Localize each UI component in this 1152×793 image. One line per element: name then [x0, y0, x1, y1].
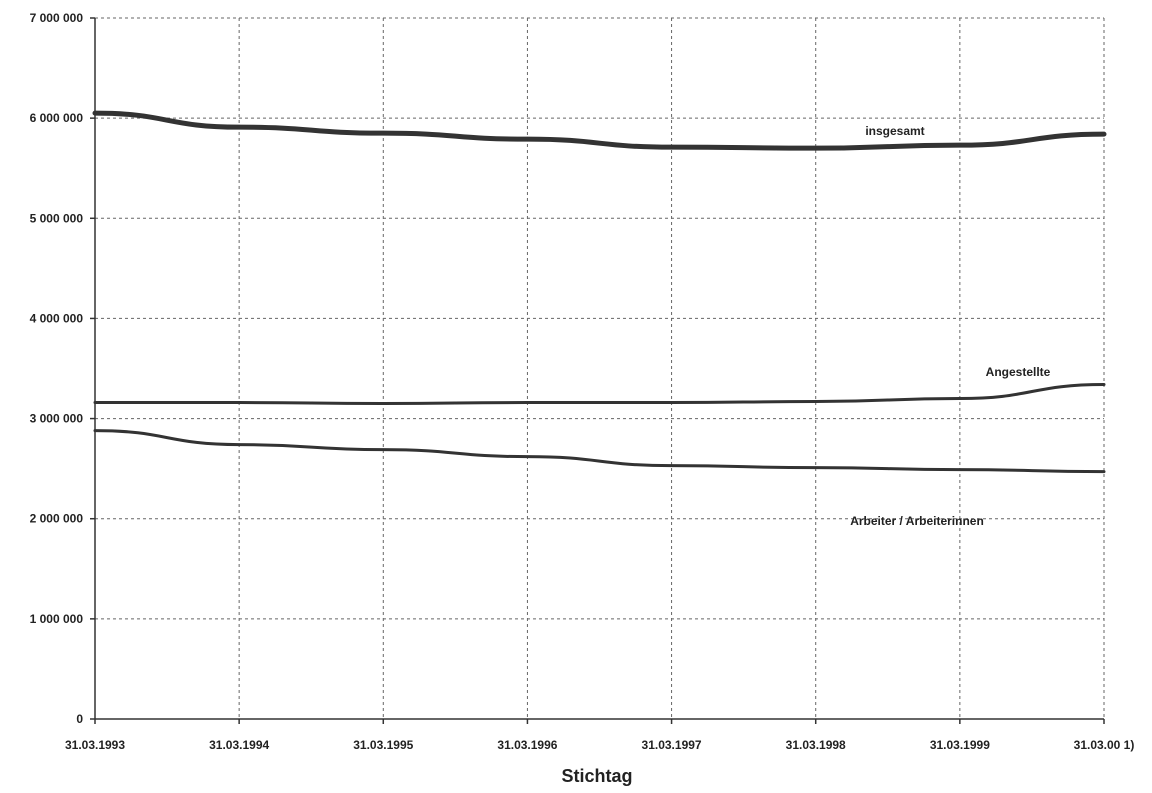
y-tick-labels: 0 1 000 000 2 000 000 3 000 000 4 000 000 5 0…: [30, 11, 84, 726]
series-label-0: insgesamt: [865, 124, 924, 138]
x-tick-label: 31.03.1993: [65, 738, 125, 752]
x-tick-label: 31.03.00 1): [1074, 738, 1135, 752]
gridlines: [90, 17, 1105, 724]
series-line-2: [93, 429, 1106, 474]
y-tick-label: 6 000 000: [30, 111, 84, 125]
x-axis-title: Stichtag: [561, 766, 632, 786]
y-tick-label: 0: [76, 712, 83, 726]
x-tick-label: 31.03.1999: [930, 738, 990, 752]
x-tick-labels: 31.03.1993 31.03.1994 31.03.1995 31.03.1996…: [65, 738, 1134, 752]
series-label-1: Angestellte: [986, 365, 1051, 379]
axes: [94, 18, 1104, 720]
y-tick-label: 1 000 000: [30, 612, 84, 626]
x-tick-label: 31.03.1998: [786, 738, 846, 752]
x-tick-label: 31.03.1994: [209, 738, 269, 752]
series-line-1: [93, 383, 1106, 406]
series-labels: insgesamt Angestellte Arbeiter / Arbeiteri…: [850, 124, 1050, 528]
series-line-0: [92, 110, 1107, 151]
y-tick-label: 4 000 000: [30, 311, 84, 325]
y-tick-label: 5 000 000: [30, 211, 84, 225]
y-tick-label: 3 000 000: [30, 412, 84, 426]
series-label-2: Arbeiter / Arbeiterinnen: [850, 514, 984, 528]
y-tick-label: 2 000 000: [30, 512, 84, 526]
x-tick-label: 31.03.1996: [497, 738, 557, 752]
series-lines: [92, 110, 1107, 474]
y-tick-label: 7 000 000: [30, 11, 84, 25]
x-tick-label: 31.03.1997: [642, 738, 702, 752]
x-tick-label: 31.03.1995: [353, 738, 413, 752]
